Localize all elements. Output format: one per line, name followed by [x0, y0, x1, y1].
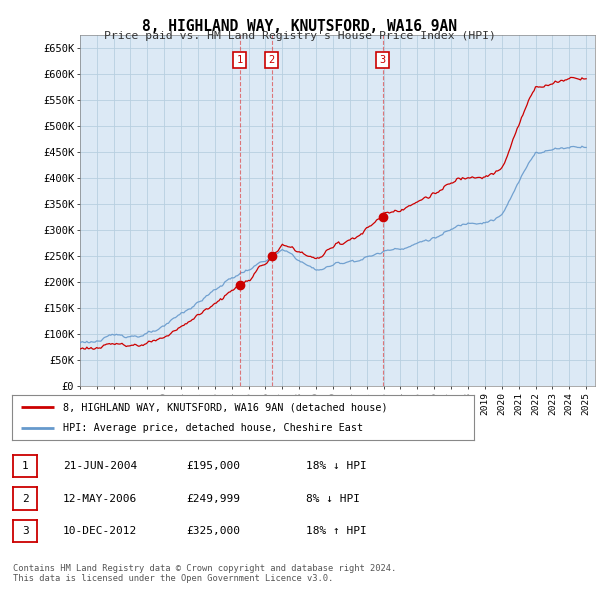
Text: 10-DEC-2012: 10-DEC-2012 [63, 526, 137, 536]
Text: 1: 1 [22, 461, 29, 471]
Text: 12-MAY-2006: 12-MAY-2006 [63, 494, 137, 503]
Text: 21-JUN-2004: 21-JUN-2004 [63, 461, 137, 471]
Text: 18% ↓ HPI: 18% ↓ HPI [306, 461, 367, 471]
Text: £325,000: £325,000 [186, 526, 240, 536]
Text: 1: 1 [236, 55, 243, 65]
Text: 8, HIGHLAND WAY, KNUTSFORD, WA16 9AN (detached house): 8, HIGHLAND WAY, KNUTSFORD, WA16 9AN (de… [63, 402, 388, 412]
Text: Contains HM Land Registry data © Crown copyright and database right 2024.
This d: Contains HM Land Registry data © Crown c… [13, 563, 397, 583]
Text: 3: 3 [22, 526, 29, 536]
Text: £249,999: £249,999 [186, 494, 240, 503]
Text: 8% ↓ HPI: 8% ↓ HPI [306, 494, 360, 503]
Text: HPI: Average price, detached house, Cheshire East: HPI: Average price, detached house, Ches… [63, 422, 363, 432]
Text: 2: 2 [22, 494, 29, 503]
Text: Price paid vs. HM Land Registry's House Price Index (HPI): Price paid vs. HM Land Registry's House … [104, 31, 496, 41]
Text: 2: 2 [268, 55, 275, 65]
Text: 8, HIGHLAND WAY, KNUTSFORD, WA16 9AN: 8, HIGHLAND WAY, KNUTSFORD, WA16 9AN [143, 19, 458, 34]
Text: 18% ↑ HPI: 18% ↑ HPI [306, 526, 367, 536]
Text: 3: 3 [379, 55, 386, 65]
Text: £195,000: £195,000 [186, 461, 240, 471]
